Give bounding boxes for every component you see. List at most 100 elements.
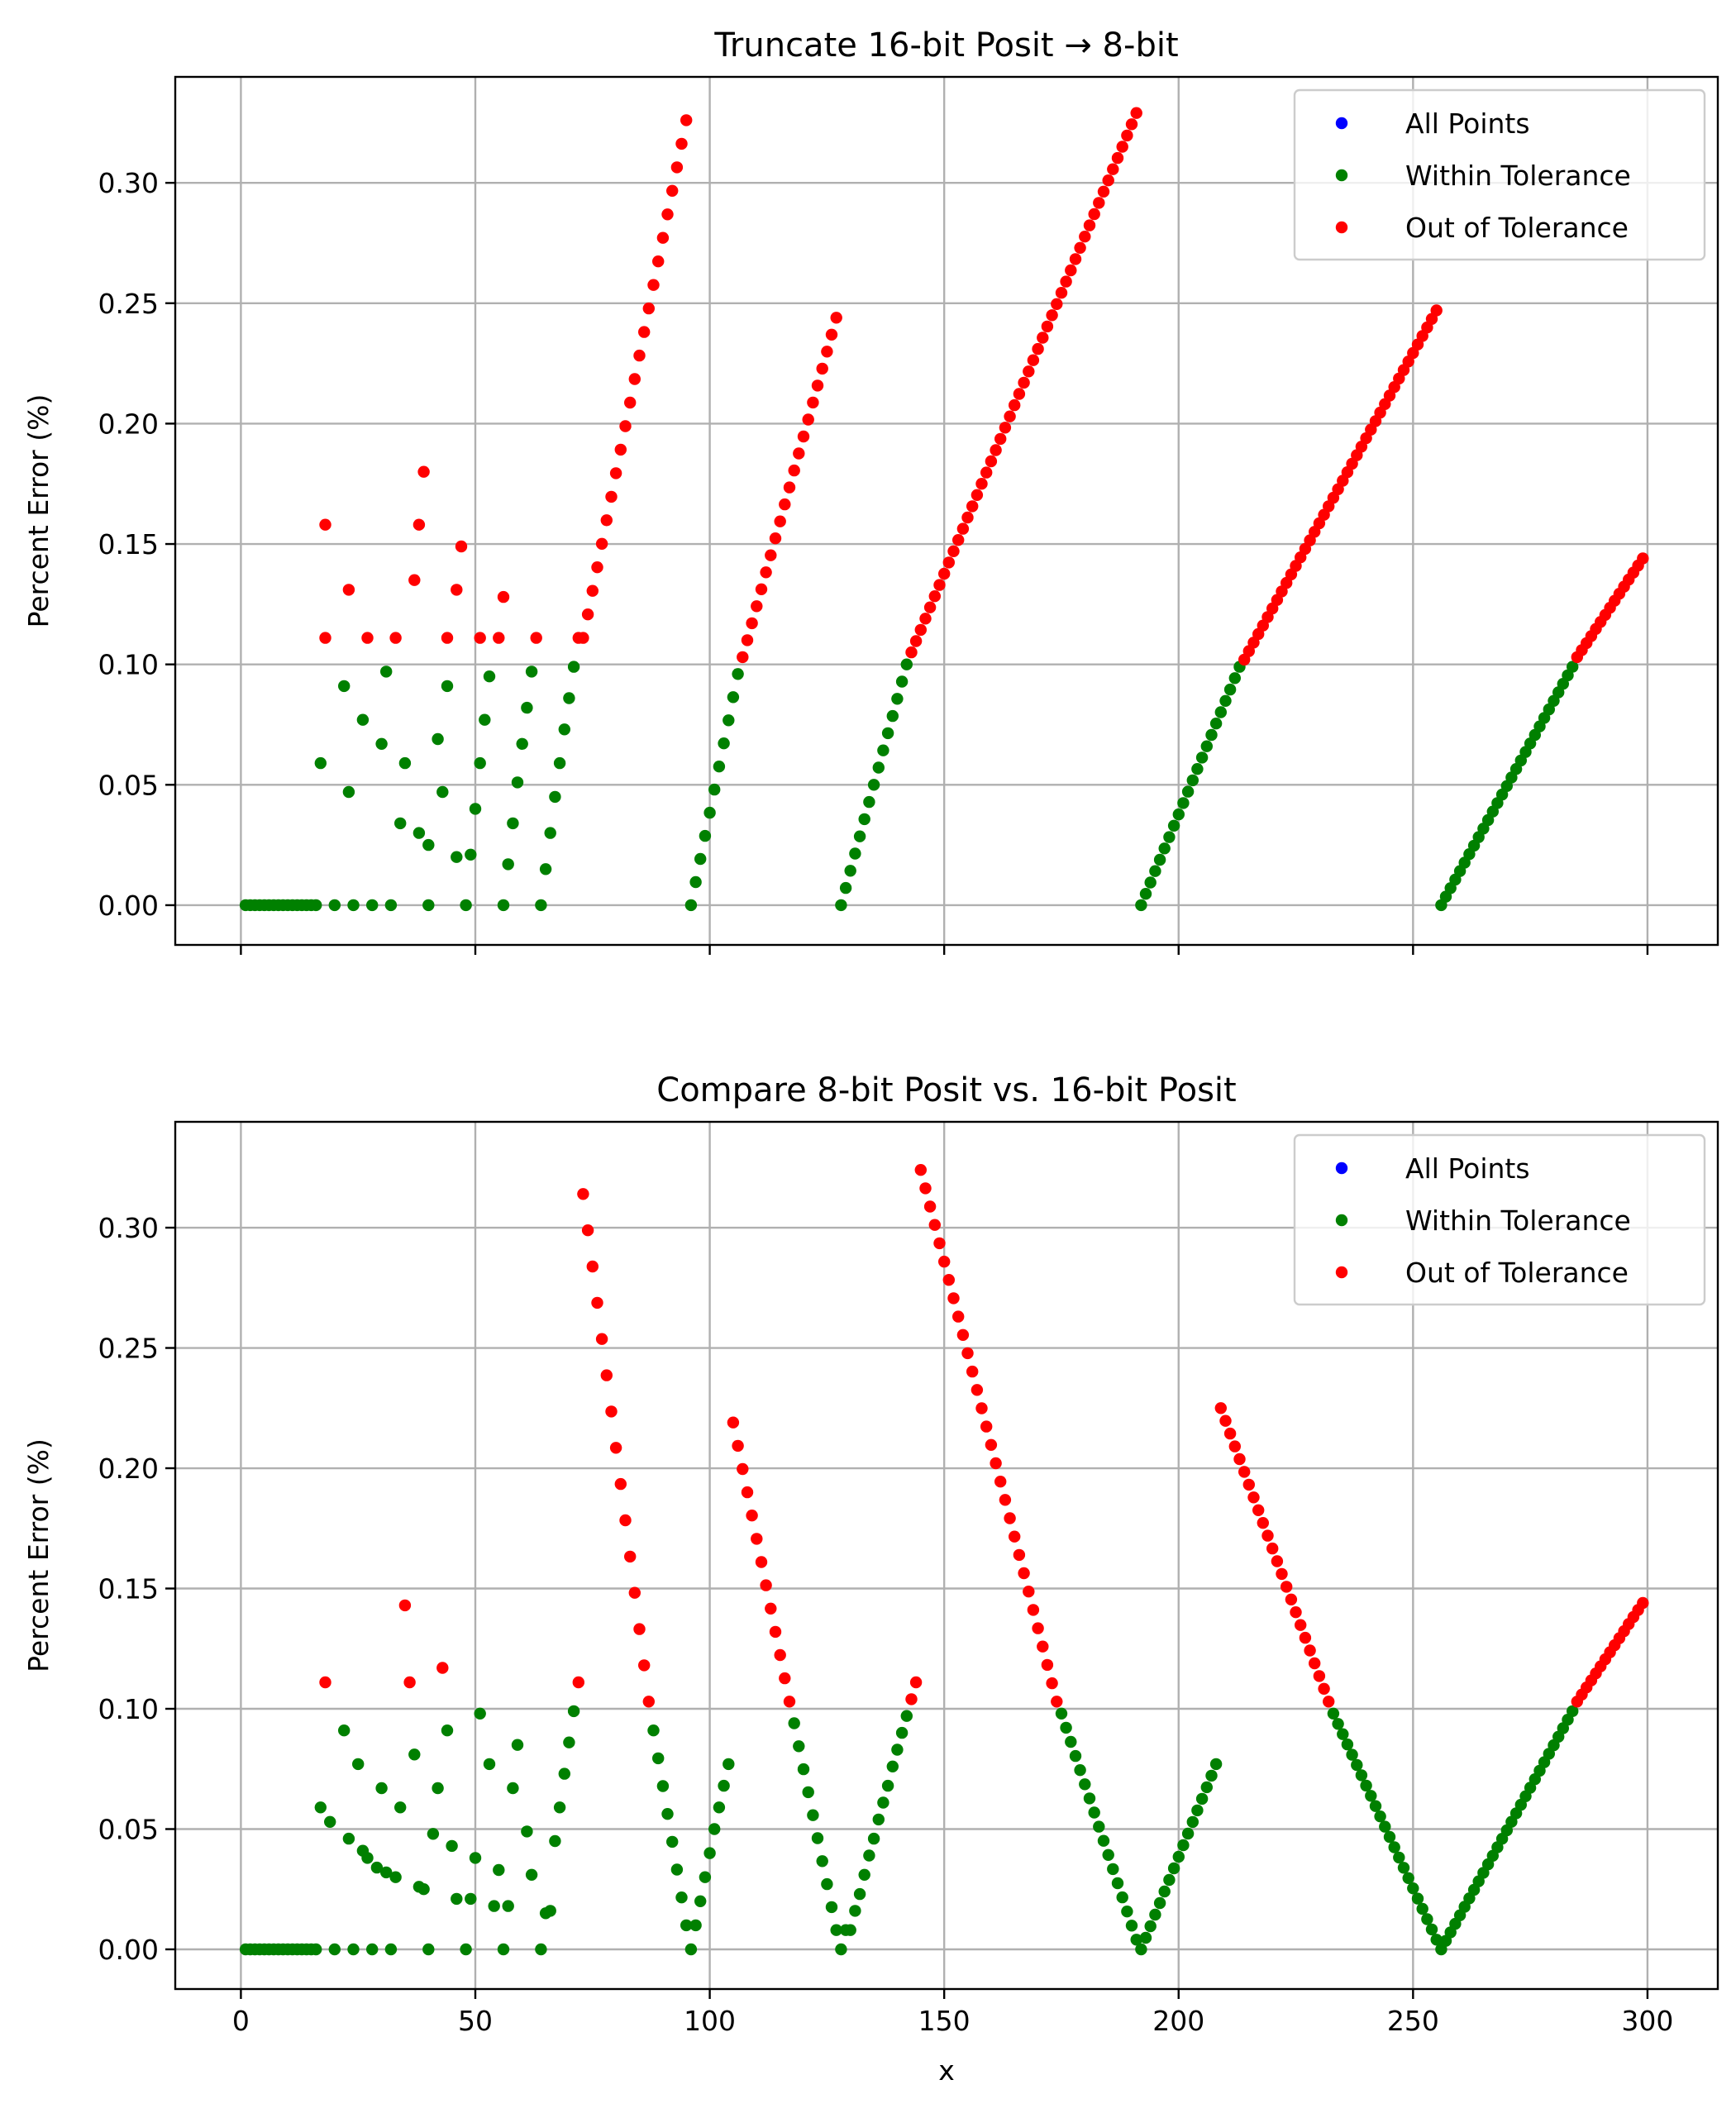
point-within-tolerance xyxy=(886,1760,899,1772)
point-out-of-tolerance xyxy=(774,515,786,527)
point-out-of-tolerance xyxy=(825,328,838,341)
point-within-tolerance xyxy=(483,1758,496,1771)
point-within-tolerance xyxy=(689,875,702,889)
point-within-tolerance xyxy=(877,1796,889,1809)
point-within-tolerance xyxy=(493,1863,505,1877)
point-within-tolerance xyxy=(408,1748,421,1761)
point-within-tolerance xyxy=(1360,1779,1372,1792)
point-out-of-tolerance xyxy=(788,464,800,477)
point-out-of-tolerance xyxy=(1285,1593,1298,1606)
point-within-tolerance xyxy=(1102,1848,1114,1861)
point-out-of-tolerance xyxy=(1121,129,1133,142)
y-tick-label: 0.05 xyxy=(98,769,159,801)
point-out-of-tolerance xyxy=(670,161,684,174)
legend-label: All Points xyxy=(1405,1152,1530,1185)
point-within-tolerance xyxy=(1223,683,1237,696)
point-within-tolerance xyxy=(891,693,904,705)
point-within-tolerance xyxy=(507,817,519,830)
point-within-tolerance xyxy=(338,680,351,693)
point-within-tolerance xyxy=(1369,1800,1382,1812)
point-within-tolerance xyxy=(380,665,393,678)
legend-label: Within Tolerance xyxy=(1405,160,1631,192)
point-within-tolerance xyxy=(1181,785,1195,798)
point-out-of-tolerance xyxy=(966,500,979,513)
point-within-tolerance xyxy=(1083,1792,1096,1805)
point-within-tolerance xyxy=(802,1786,814,1799)
point-out-of-tolerance xyxy=(1242,1478,1256,1491)
point-within-tolerance xyxy=(375,1782,388,1795)
point-within-tolerance xyxy=(535,899,547,912)
point-out-of-tolerance xyxy=(666,184,679,197)
point-out-of-tolerance xyxy=(1323,1696,1335,1708)
point-out-of-tolerance xyxy=(980,466,993,479)
y-tick-label: 0.00 xyxy=(98,890,159,922)
point-out-of-tolerance xyxy=(1074,241,1086,254)
point-within-tolerance xyxy=(1327,1707,1340,1720)
point-within-tolerance xyxy=(708,1823,721,1835)
point-within-tolerance xyxy=(497,1943,510,1956)
point-within-tolerance xyxy=(422,838,435,851)
point-within-tolerance xyxy=(544,827,556,839)
point-out-of-tolerance xyxy=(1102,174,1114,187)
point-within-tolerance xyxy=(502,1900,514,1912)
point-within-tolerance xyxy=(441,1724,454,1737)
point-within-tolerance xyxy=(727,691,740,704)
point-out-of-tolerance xyxy=(971,1384,984,1396)
point-within-tolerance xyxy=(1186,1815,1199,1829)
point-out-of-tolerance xyxy=(909,635,923,647)
point-out-of-tolerance xyxy=(811,379,824,392)
point-within-tolerance xyxy=(1219,694,1232,707)
point-within-tolerance xyxy=(488,1900,500,1912)
point-within-tolerance xyxy=(521,1825,533,1838)
point-out-of-tolerance xyxy=(577,1188,589,1200)
point-out-of-tolerance xyxy=(919,1182,932,1195)
point-within-tolerance xyxy=(1365,1790,1377,1802)
point-within-tolerance xyxy=(370,1861,384,1874)
point-within-tolerance xyxy=(1200,1781,1214,1794)
point-within-tolerance xyxy=(1163,831,1176,843)
point-within-tolerance xyxy=(1374,1810,1386,1823)
point-out-of-tolerance xyxy=(624,1550,637,1563)
point-within-tolerance xyxy=(713,761,726,773)
point-within-tolerance xyxy=(310,899,322,912)
point-within-tolerance xyxy=(1407,1882,1419,1895)
point-within-tolerance xyxy=(1144,876,1157,889)
legend-box xyxy=(1293,1133,1706,1306)
point-within-tolerance xyxy=(1172,1850,1185,1863)
point-within-tolerance xyxy=(521,701,533,714)
point-within-tolerance xyxy=(1144,1920,1157,1933)
point-within-tolerance xyxy=(525,1868,538,1881)
point-out-of-tolerance xyxy=(1257,1517,1270,1529)
point-within-tolerance xyxy=(567,661,580,673)
point-within-tolerance xyxy=(1425,1923,1438,1936)
point-within-tolerance xyxy=(844,865,856,877)
point-within-tolerance xyxy=(432,732,444,746)
legend-marker xyxy=(1335,1162,1348,1175)
point-within-tolerance xyxy=(1205,728,1218,742)
point-out-of-tolerance xyxy=(661,208,674,221)
scatter-points xyxy=(239,1164,1649,1956)
legend-marker xyxy=(1335,117,1348,130)
point-out-of-tolerance xyxy=(1060,275,1072,288)
point-within-tolerance xyxy=(1111,1877,1124,1890)
point-within-tolerance xyxy=(1205,1769,1218,1782)
point-within-tolerance xyxy=(788,1717,800,1729)
point-out-of-tolerance xyxy=(1004,410,1016,422)
point-within-tolerance xyxy=(1158,842,1171,855)
y-tick-label: 0.30 xyxy=(98,1212,159,1244)
legend-label: All Points xyxy=(1405,107,1530,140)
point-out-of-tolerance xyxy=(1055,287,1068,299)
point-within-tolerance xyxy=(881,727,894,740)
point-out-of-tolerance xyxy=(783,481,796,494)
point-within-tolerance xyxy=(1135,899,1147,912)
point-within-tolerance xyxy=(384,1943,398,1956)
x-axis-label: x xyxy=(938,2054,955,2087)
point-out-of-tolerance xyxy=(1018,376,1030,389)
point-within-tolerance xyxy=(647,1724,660,1737)
point-out-of-tolerance xyxy=(1238,1466,1251,1478)
point-within-tolerance xyxy=(479,713,491,726)
point-within-tolerance xyxy=(328,899,341,912)
point-out-of-tolerance xyxy=(614,1477,627,1491)
point-within-tolerance xyxy=(417,1883,430,1896)
point-out-of-tolerance xyxy=(595,537,608,550)
